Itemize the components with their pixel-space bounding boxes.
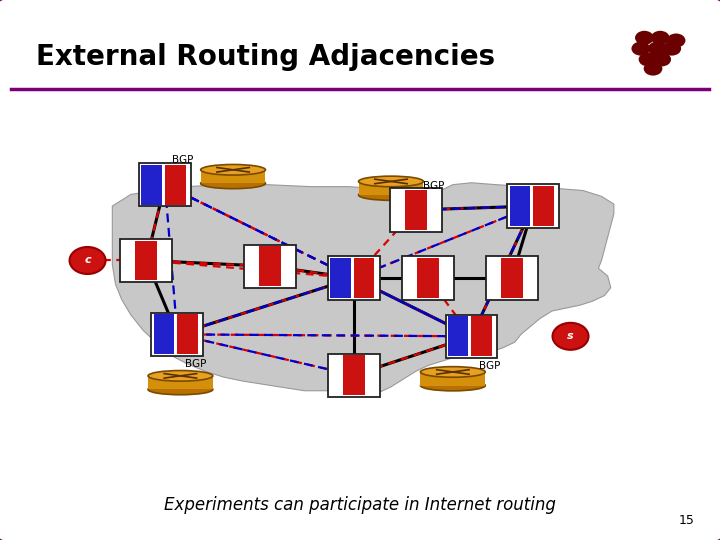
Bar: [343, 355, 365, 395]
Circle shape: [652, 52, 671, 66]
Bar: [328, 256, 379, 300]
Bar: [405, 190, 427, 230]
Bar: [244, 245, 296, 288]
Circle shape: [70, 247, 106, 274]
Ellipse shape: [201, 165, 266, 175]
Circle shape: [552, 323, 588, 350]
Text: External Routing Adjacencies: External Routing Adjacencies: [36, 43, 495, 71]
Bar: [259, 246, 281, 286]
Bar: [139, 163, 191, 206]
Text: BGP: BGP: [172, 156, 194, 165]
Bar: [177, 314, 198, 354]
Circle shape: [639, 52, 657, 66]
Bar: [508, 185, 559, 228]
FancyBboxPatch shape: [359, 181, 423, 195]
Circle shape: [651, 31, 670, 45]
Ellipse shape: [420, 367, 485, 377]
Polygon shape: [112, 183, 614, 395]
Bar: [486, 256, 538, 300]
Bar: [330, 258, 351, 298]
Bar: [417, 258, 439, 298]
Circle shape: [667, 33, 685, 48]
Text: BGP: BGP: [184, 359, 206, 369]
Bar: [135, 240, 157, 280]
Bar: [510, 186, 530, 226]
FancyBboxPatch shape: [420, 372, 485, 386]
Text: BGP: BGP: [423, 181, 444, 191]
Bar: [446, 315, 498, 358]
Bar: [165, 165, 186, 205]
Circle shape: [635, 31, 654, 45]
Bar: [328, 354, 379, 397]
Text: c: c: [84, 255, 91, 266]
Circle shape: [631, 42, 650, 56]
Bar: [534, 186, 554, 226]
Text: 15: 15: [679, 514, 695, 526]
Text: Experiments can participate in Internet routing: Experiments can participate in Internet …: [164, 496, 556, 514]
Bar: [120, 239, 172, 282]
Ellipse shape: [201, 178, 266, 188]
Circle shape: [648, 42, 667, 56]
FancyBboxPatch shape: [201, 170, 266, 184]
Bar: [472, 316, 492, 356]
Bar: [151, 313, 203, 356]
Circle shape: [644, 62, 662, 76]
Text: BGP: BGP: [479, 361, 500, 371]
Bar: [402, 256, 454, 300]
Text: s: s: [567, 332, 574, 341]
Ellipse shape: [148, 370, 213, 381]
Bar: [390, 188, 441, 232]
Bar: [153, 314, 174, 354]
Bar: [354, 258, 374, 298]
Ellipse shape: [148, 384, 213, 395]
Bar: [448, 316, 468, 356]
Bar: [501, 258, 523, 298]
FancyBboxPatch shape: [148, 376, 213, 389]
Ellipse shape: [359, 190, 423, 200]
Ellipse shape: [359, 176, 423, 187]
Circle shape: [662, 42, 681, 56]
Bar: [141, 165, 162, 205]
Ellipse shape: [420, 380, 485, 391]
